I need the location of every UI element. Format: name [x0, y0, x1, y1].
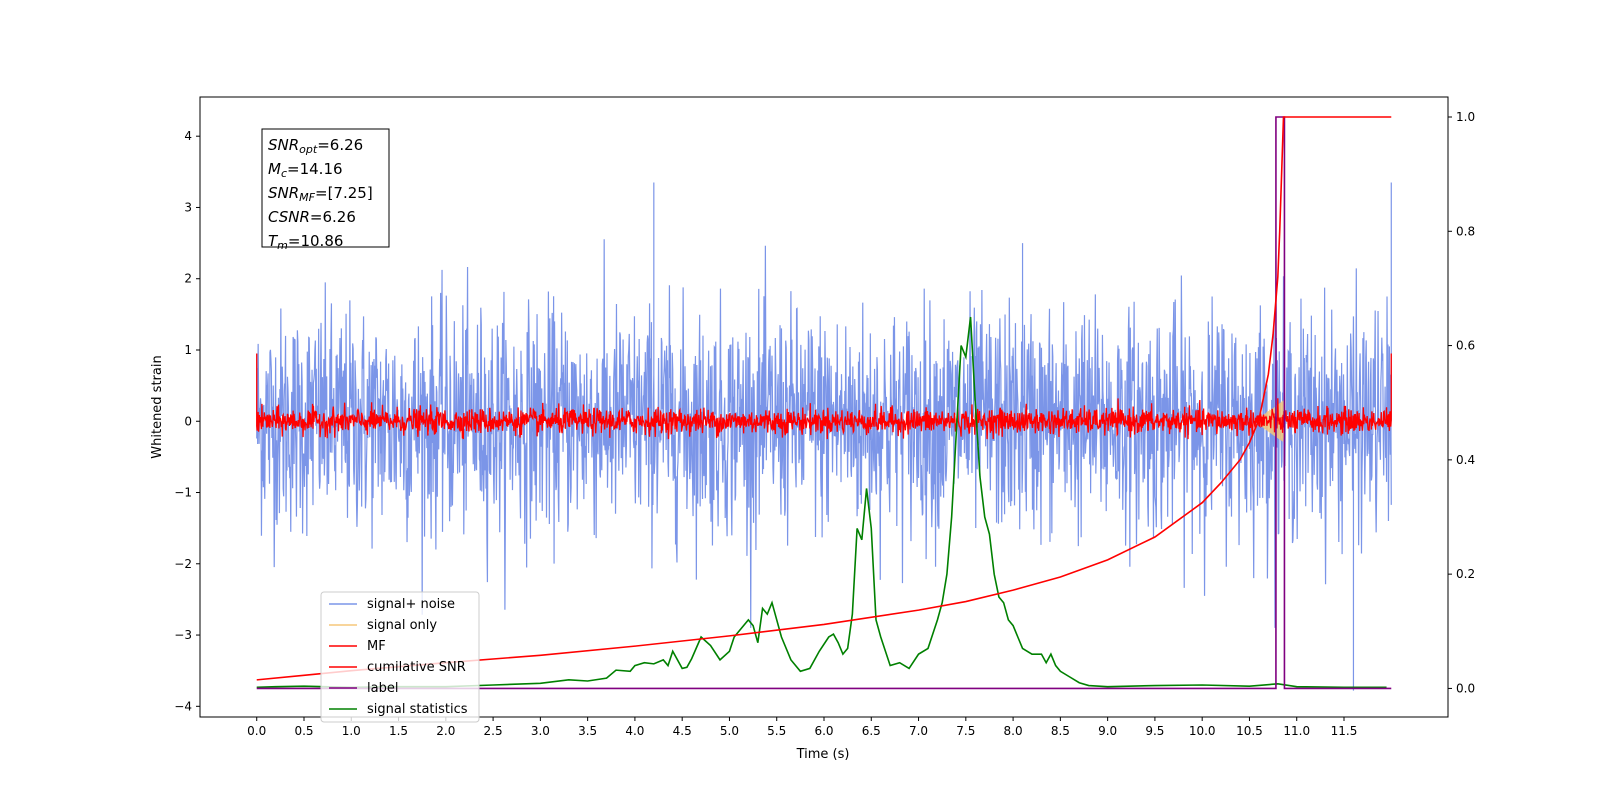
y-tick-label-right: 0.6: [1456, 339, 1475, 353]
plot-area: [256, 116, 1392, 691]
series-signal-noise: [256, 182, 1392, 691]
legend-label: label: [367, 681, 398, 696]
annotation-value: =6.26: [317, 136, 363, 154]
x-axis: 0.0 0.5 1.0 1.5 2.0 2.5 3.0 3.5 4.0 4.5 5.0 5.5 6.0 6…: [247, 717, 1357, 738]
y-tick-label-left: 0: [184, 414, 192, 428]
x-tick-label: 6.0: [814, 724, 833, 738]
annotation-symbol: M: [268, 160, 281, 178]
legend-frame: [320, 591, 480, 723]
annotation-subscript: MF: [299, 191, 315, 204]
y-tick-label-right: 0.2: [1456, 567, 1475, 581]
x-tick-label: 11.5: [1331, 724, 1358, 738]
y-tick-label-left: −1: [174, 486, 192, 500]
legend-label: cumilative SNR: [367, 660, 466, 675]
annotation-symbol: T: [268, 232, 279, 250]
y-axis-label: Whitened strain: [150, 355, 165, 458]
y-tick-label-left: 3: [184, 200, 192, 214]
x-tick-label: 5.0: [720, 724, 739, 738]
y-tick-label-left: 4: [184, 129, 192, 143]
y-tick-label-left: −3: [174, 628, 192, 642]
series-signal-statistics: [256, 316, 1387, 689]
x-tick-label: 7.5: [956, 724, 975, 738]
x-tick-label: 9.0: [1098, 724, 1117, 738]
series-cumilative-snr: [256, 116, 1392, 681]
annotation-symbol: SNR: [268, 184, 299, 202]
y-tick-label-left: 2: [184, 272, 192, 286]
x-tick-label: 1.0: [342, 724, 361, 738]
legend-label: signal+ noise: [367, 597, 455, 612]
y-tick-label-left: −4: [174, 699, 192, 713]
annotation-symbol: SNR: [268, 136, 299, 154]
x-tick-label: 1.5: [389, 724, 408, 738]
x-tick-label: 8.0: [1004, 724, 1023, 738]
annotation-value: =[7.25]: [315, 184, 373, 202]
y-tick-label-right: 1.0: [1456, 110, 1475, 124]
annotation-subscript: c: [281, 167, 287, 180]
x-tick-label: 4.0: [625, 724, 644, 738]
series-mf: [256, 353, 1392, 440]
legend: signal+ noise signal only MF cumilative SNR…: [320, 591, 480, 723]
y-tick-label-left: −2: [174, 557, 192, 571]
annotation-line: SNRopt=6.26: [268, 136, 363, 156]
legend-label: MF: [367, 639, 386, 654]
annotation-frame: [261, 128, 390, 248]
y-tick-label-right: 0.8: [1456, 224, 1475, 238]
annotation-value: =14.16: [287, 160, 343, 178]
x-tick-label: 3.0: [531, 724, 550, 738]
y-axis-right: 0.0 0.2 0.4 0.6 0.8 1.0: [1448, 110, 1475, 695]
annotation-box: SNRopt=6.26Mc=14.16SNRMF=[7.25]CSNR=6.26…: [261, 128, 390, 252]
x-tick-label: 7.0: [909, 724, 928, 738]
x-tick-label: 0.5: [294, 724, 313, 738]
x-tick-label: 5.5: [767, 724, 786, 738]
annotation-subscript: m: [277, 239, 288, 252]
x-tick-label: 10.0: [1189, 724, 1216, 738]
legend-label: signal only: [367, 618, 437, 633]
annotation-symbol: CSNR: [268, 208, 310, 226]
y-tick-label-right: 0.0: [1456, 681, 1475, 695]
x-tick-label: 2.5: [484, 724, 503, 738]
annotation-value: =6.26: [310, 208, 356, 226]
annotation-line: CSNR=6.26: [268, 208, 356, 226]
x-tick-label: 4.5: [673, 724, 692, 738]
series-label: [256, 116, 1392, 690]
x-tick-label: 9.5: [1145, 724, 1164, 738]
x-tick-label: 6.5: [862, 724, 881, 738]
y-tick-label-left: 1: [184, 343, 192, 357]
annotation-value: =10.86: [288, 232, 344, 250]
x-tick-label: 0.0: [247, 724, 266, 738]
x-axis-label: Time (s): [796, 747, 850, 762]
annotation-line: SNRMF=[7.25]: [268, 184, 373, 204]
annotation-line: Tm=10.86: [268, 232, 343, 252]
annotation-subscript: opt: [299, 143, 318, 156]
x-tick-label: 10.5: [1236, 724, 1263, 738]
y-axis-left: −4 −3 −2 −1 0 1 2 3 4: [174, 129, 200, 713]
x-tick-label: 3.5: [578, 724, 597, 738]
x-tick-label: 2.0: [436, 724, 455, 738]
legend-label: signal statistics: [367, 702, 468, 717]
x-tick-label: 11.0: [1283, 724, 1310, 738]
annotation-line: Mc=14.16: [268, 160, 343, 180]
x-tick-label: 8.5: [1051, 724, 1070, 738]
y-tick-label-right: 0.4: [1456, 453, 1475, 467]
